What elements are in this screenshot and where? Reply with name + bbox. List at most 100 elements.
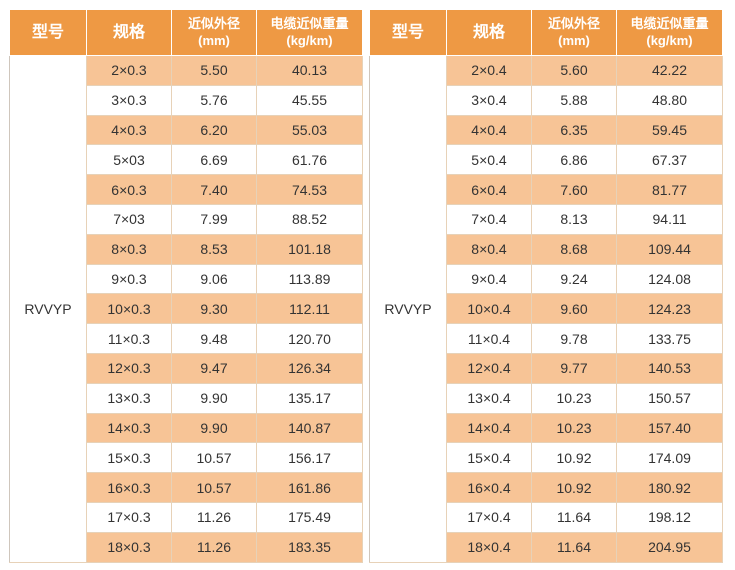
table-row: 5×03 6.69 61.76	[10, 144, 363, 176]
table-row: 16×0.3 10.57 161.86	[10, 472, 363, 503]
table-body: RVVYP 2×0.3 5.50 40.13 3×0.3 5.76 45.55 4×0.3 6.…	[9, 55, 363, 563]
header-row: 型号 规格 近似外径 (mm) 电缆近似重量 (kg/km)	[369, 9, 723, 56]
table-row: 4×0.3 6.20 55.03	[10, 114, 363, 146]
diameter-cell: 9.60	[531, 293, 617, 325]
weight-cell: 81.77	[616, 174, 723, 205]
weight-cell: 161.86	[256, 472, 363, 503]
table-row: 18×0.4 11.64 204.95	[370, 531, 723, 563]
table-row: 3×0.4 5.88 48.80	[370, 84, 723, 116]
table-row: 16×0.4 10.92 180.92	[370, 472, 723, 503]
spec-cell: 15×0.3	[86, 442, 172, 474]
table-row: 12×0.3 9.47 126.34	[10, 352, 363, 384]
header-model: 型号	[9, 9, 87, 56]
weight-cell: 59.45	[616, 114, 723, 146]
weight-cell: 180.92	[616, 472, 723, 503]
spec-cell: 10×0.4	[446, 293, 532, 325]
table-row: RVVYP 2×0.4 5.60 42.22	[369, 55, 723, 563]
table-row: 13×0.4 10.23 150.57	[370, 382, 723, 414]
weight-cell: 45.55	[256, 84, 363, 116]
diameter-cell: 11.26	[171, 501, 257, 533]
spec-cell: 7×0.4	[446, 203, 532, 235]
diameter-cell: 9.77	[531, 352, 617, 384]
spec-cell: 5×0.4	[446, 144, 532, 176]
diameter-cell: 6.86	[531, 144, 617, 176]
table-row: 5×0.4 6.86 67.37	[370, 144, 723, 176]
cable-spec-table-right: 型号 规格 近似外径 (mm) 电缆近似重量 (kg/km) RVVYP 2×0.4 5…	[369, 9, 723, 563]
weight-cell: 94.11	[616, 203, 723, 235]
spec-cell: 7×03	[86, 203, 172, 235]
table-row: RVVYP 2×0.3 5.50 40.13	[9, 55, 363, 563]
table-row: 11×0.3 9.48 120.70	[10, 323, 363, 354]
spec-cell: 6×0.3	[86, 174, 172, 205]
spec-cell: 16×0.3	[86, 472, 172, 503]
spec-cell: 3×0.3	[86, 84, 172, 116]
weight-cell: 101.18	[256, 233, 363, 265]
header-weight-label: 电缆近似重量	[630, 16, 709, 32]
spec-cell: 17×0.3	[86, 501, 172, 533]
spec-cell: 15×0.4	[446, 442, 532, 474]
diameter-cell: 6.69	[171, 144, 257, 176]
header-weight-label: 电缆近似重量	[270, 16, 349, 32]
spec-cell: 18×0.3	[86, 531, 172, 563]
diameter-cell: 5.60	[531, 55, 617, 86]
table-row: 15×0.4 10.92 174.09	[370, 442, 723, 474]
diameter-cell: 9.24	[531, 263, 617, 295]
table-row: 10×0.3 9.30 112.11	[10, 293, 363, 325]
header-weight: 电缆近似重量 (kg/km)	[616, 9, 723, 56]
diameter-cell: 11.64	[531, 531, 617, 563]
weight-cell: 55.03	[256, 114, 363, 146]
header-row: 型号 规格 近似外径 (mm) 电缆近似重量 (kg/km)	[9, 9, 363, 56]
weight-cell: 135.17	[256, 382, 363, 414]
weight-cell: 40.13	[256, 55, 363, 86]
spec-cell: 4×0.3	[86, 114, 172, 146]
weight-cell: 88.52	[256, 203, 363, 235]
spec-cell: 10×0.3	[86, 293, 172, 325]
weight-cell: 174.09	[616, 442, 723, 474]
table-body: RVVYP 2×0.4 5.60 42.22 3×0.4 5.88 48.80 4×0.4 6.…	[369, 55, 723, 563]
weight-cell: 113.89	[256, 263, 363, 295]
diameter-cell: 9.90	[171, 382, 257, 414]
spec-cell: 2×0.4	[446, 55, 532, 86]
weight-cell: 198.12	[616, 501, 723, 533]
diameter-cell: 11.26	[171, 531, 257, 563]
header-model: 型号	[369, 9, 447, 56]
weight-cell: 120.70	[256, 323, 363, 354]
table-row: 10×0.4 9.60 124.23	[370, 293, 723, 325]
diameter-cell: 9.48	[171, 323, 257, 354]
diameter-cell: 11.64	[531, 501, 617, 533]
table-row: 9×0.4 9.24 124.08	[370, 263, 723, 295]
weight-cell: 150.57	[616, 382, 723, 414]
spec-cell: 5×03	[86, 144, 172, 176]
diameter-cell: 9.78	[531, 323, 617, 354]
spec-cell: 17×0.4	[446, 501, 532, 533]
weight-cell: 67.37	[616, 144, 723, 176]
weight-cell: 175.49	[256, 501, 363, 533]
weight-cell: 133.75	[616, 323, 723, 354]
spec-cell: 9×0.3	[86, 263, 172, 295]
table-row: 17×0.4 11.64 198.12	[370, 501, 723, 533]
diameter-cell: 5.50	[171, 55, 257, 86]
spec-cell: 12×0.4	[446, 352, 532, 384]
header-weight-unit: (kg/km)	[646, 32, 693, 48]
spec-cell: 6×0.4	[446, 174, 532, 205]
table-row: 7×0.4 8.13 94.11	[370, 203, 723, 235]
table-row: 11×0.4 9.78 133.75	[370, 323, 723, 354]
weight-cell: 183.35	[256, 531, 363, 563]
spec-cell: 8×0.3	[86, 233, 172, 265]
diameter-cell: 9.06	[171, 263, 257, 295]
table-row: 9×0.3 9.06 113.89	[10, 263, 363, 295]
diameter-cell: 9.30	[171, 293, 257, 325]
header-spec: 规格	[86, 9, 172, 56]
header-diameter-unit: (mm)	[558, 32, 590, 48]
table-row: 6×0.3 7.40 74.53	[10, 174, 363, 205]
diameter-cell: 6.20	[171, 114, 257, 146]
header-weight: 电缆近似重量 (kg/km)	[256, 9, 363, 56]
table-row: 12×0.4 9.77 140.53	[370, 352, 723, 384]
diameter-cell: 10.23	[531, 412, 617, 444]
model-cell: RVVYP	[9, 55, 87, 563]
spec-cell: 13×0.4	[446, 382, 532, 414]
cable-spec-table-left: 型号 规格 近似外径 (mm) 电缆近似重量 (kg/km) RVVYP 2×0.3 5…	[9, 9, 363, 563]
header-diameter: 近似外径 (mm)	[171, 9, 257, 56]
weight-cell: 204.95	[616, 531, 723, 563]
spec-cell: 11×0.3	[86, 323, 172, 354]
